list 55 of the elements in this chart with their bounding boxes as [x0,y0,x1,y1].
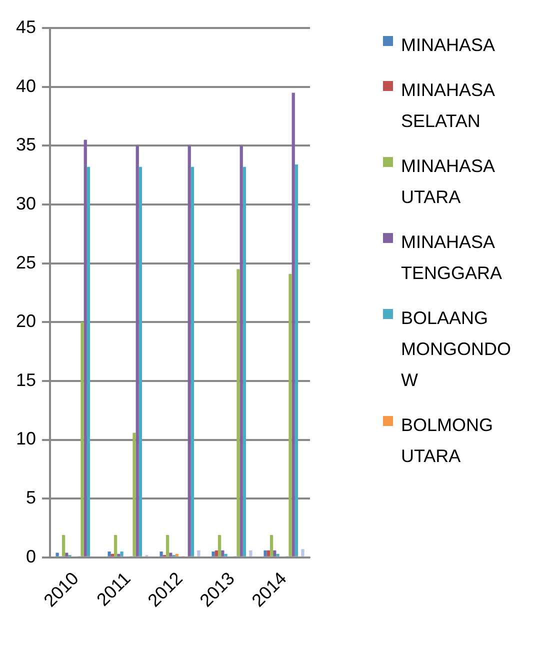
bar [188,146,191,556]
bar [301,549,304,556]
legend-label: BOLMONG UTARA [401,414,494,468]
bar [138,166,142,556]
bar [236,269,240,556]
legend-label: MINAHASA UTARA [401,155,496,209]
y-tick-label: 45 [16,16,36,37]
bar [108,552,111,556]
bar [266,550,270,556]
y-tick-label: 25 [16,252,36,272]
bar [240,146,243,556]
y-tick-label: 40 [16,76,36,96]
bar [294,164,298,556]
bar [169,552,172,556]
bar [84,140,87,556]
bar [273,550,276,556]
bar [160,552,163,556]
bar [136,146,139,556]
bar [264,550,267,556]
bar [212,552,215,556]
bar [197,550,200,556]
legend-label: MINAHASA [401,34,496,57]
bar [80,322,84,556]
y-tick-label: 20 [16,311,36,332]
bar [270,535,274,556]
bar [120,552,124,556]
y-tick-label: 5 [26,488,36,508]
bar [249,550,252,556]
bar [114,535,118,556]
y-tick-label: 30 [16,193,36,214]
bar [65,552,68,556]
bar [214,550,218,556]
y-tick-label: 35 [16,134,36,155]
y-tick-label: 10 [16,428,36,449]
legend-label: MINAHASA SELATAN [401,79,496,133]
bar [221,550,224,556]
bar [190,166,194,556]
bar [242,166,246,556]
bar [276,554,280,556]
bar [166,535,170,556]
bar [132,432,136,556]
y-tick-label: 15 [16,370,36,390]
bar [292,92,295,556]
y-tick-label: 0 [26,546,36,566]
bar [218,535,222,556]
bar [288,274,292,556]
bar [117,554,120,556]
bar [224,554,228,556]
bar [56,552,59,556]
legend-label: BOLAANG MONGONDOW [401,307,511,392]
bar [62,535,66,556]
bar [86,166,90,556]
legend-label: MINAHASA TENGGARA [401,231,504,285]
bar [110,554,114,556]
bar [175,554,178,556]
